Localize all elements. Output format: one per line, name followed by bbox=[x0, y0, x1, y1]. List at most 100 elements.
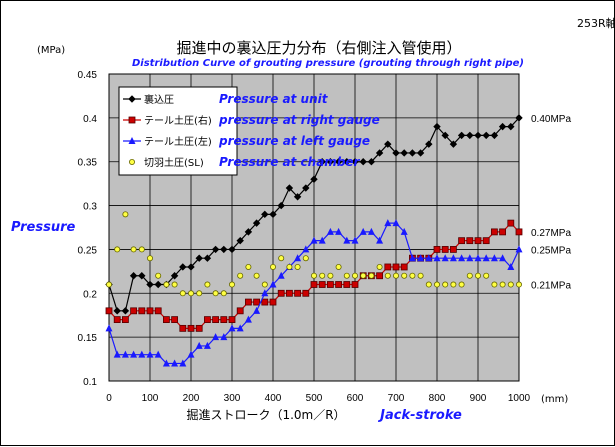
data-point bbox=[400, 149, 408, 157]
data-point bbox=[400, 263, 408, 271]
data-point bbox=[228, 281, 235, 288]
data-point bbox=[408, 149, 417, 157]
data-point bbox=[392, 149, 400, 157]
data-point bbox=[253, 298, 261, 306]
data-point bbox=[343, 236, 351, 244]
data-point bbox=[204, 281, 211, 288]
data-point bbox=[326, 158, 335, 166]
data-point bbox=[195, 341, 203, 349]
data-point bbox=[516, 281, 523, 288]
data-point bbox=[326, 281, 334, 288]
legend-label-en: Pressure at unit bbox=[219, 92, 329, 106]
data-point bbox=[220, 316, 228, 324]
y-tick-label: 0.4 bbox=[83, 114, 97, 125]
chart-title: 掘進中の裏込圧力分布（右側注入管使用） bbox=[176, 39, 461, 57]
legend-label-en: pressure at left gauge bbox=[218, 134, 370, 148]
data-point bbox=[302, 184, 310, 192]
data-point bbox=[106, 281, 113, 288]
data-point bbox=[490, 131, 499, 140]
legend-box bbox=[118, 86, 238, 176]
data-point bbox=[128, 137, 136, 144]
data-point bbox=[269, 280, 277, 288]
y-tick-label: 0.3 bbox=[83, 202, 97, 213]
data-point bbox=[433, 281, 440, 288]
data-point bbox=[228, 324, 236, 332]
data-point bbox=[203, 316, 211, 324]
data-point bbox=[302, 245, 310, 253]
data-point bbox=[335, 263, 342, 270]
data-point bbox=[360, 272, 367, 279]
y-tick-label: 0.1 bbox=[83, 377, 97, 388]
data-point bbox=[327, 272, 334, 279]
data-point bbox=[425, 140, 433, 148]
data-point bbox=[277, 271, 285, 279]
data-point bbox=[237, 272, 244, 279]
x-tick-label: 600 bbox=[347, 393, 364, 404]
data-point bbox=[334, 158, 343, 166]
series-end-label: 0.40MPa bbox=[531, 114, 571, 125]
data-point bbox=[277, 201, 285, 210]
y-tick-label: 0.2 bbox=[83, 289, 97, 300]
data-point bbox=[244, 315, 252, 323]
data-point bbox=[499, 228, 507, 236]
data-point bbox=[302, 255, 309, 262]
legend-item: 切羽土圧(SL) Pressure at chamber bbox=[128, 155, 361, 169]
data-point bbox=[507, 262, 515, 270]
data-point bbox=[384, 272, 391, 279]
data-point bbox=[154, 307, 162, 315]
data-point bbox=[318, 236, 326, 244]
data-point bbox=[499, 254, 507, 262]
data-point bbox=[196, 290, 203, 297]
data-point bbox=[474, 237, 482, 245]
data-point bbox=[458, 237, 466, 245]
data-point bbox=[351, 236, 359, 244]
plot-area: 0 100 200 300 400 500 600 700 800 900 1000 0.1 0.15 0… bbox=[78, 70, 572, 404]
series-end-label: 0.21MPa bbox=[531, 281, 571, 292]
data-point bbox=[515, 245, 523, 253]
data-point bbox=[335, 281, 343, 288]
data-point bbox=[466, 237, 474, 245]
data-point bbox=[442, 281, 449, 288]
x-tick-label: 700 bbox=[388, 393, 405, 404]
data-point bbox=[335, 227, 343, 235]
data-point bbox=[146, 280, 154, 289]
data-point bbox=[236, 307, 244, 315]
x-axis-label: 掘進ストローク（1.0m／R） bbox=[186, 407, 345, 422]
data-point bbox=[130, 350, 138, 358]
data-point bbox=[343, 281, 351, 288]
legend-item: テール土圧(左) pressure at left gauge bbox=[123, 134, 370, 148]
chart-subtitle: Distribution Curve of grouting pressure … bbox=[132, 58, 524, 69]
data-point bbox=[286, 263, 293, 270]
data-point bbox=[154, 350, 162, 358]
data-point bbox=[466, 131, 474, 140]
data-point bbox=[128, 158, 135, 165]
series-4 bbox=[106, 211, 523, 297]
data-point bbox=[490, 228, 498, 236]
data-point bbox=[466, 254, 474, 262]
data-point bbox=[113, 316, 121, 324]
data-point bbox=[105, 307, 113, 315]
data-point bbox=[130, 307, 138, 315]
y-axis-label: Pressure bbox=[11, 220, 75, 235]
data-point bbox=[220, 245, 228, 254]
data-point bbox=[138, 307, 146, 315]
series-end-label: 0.25MPa bbox=[531, 245, 571, 256]
data-point bbox=[269, 298, 277, 306]
data-point bbox=[253, 272, 260, 279]
data-point bbox=[458, 281, 465, 288]
data-point bbox=[179, 290, 186, 297]
data-point bbox=[490, 254, 498, 262]
x-tick-label: 0 bbox=[106, 393, 112, 404]
data-point bbox=[384, 219, 392, 227]
data-point bbox=[261, 210, 269, 219]
data-point bbox=[244, 228, 253, 236]
data-point bbox=[236, 236, 244, 245]
legend-item: 裏込圧 Pressure at unit bbox=[123, 92, 329, 106]
data-point bbox=[128, 116, 136, 124]
data-point bbox=[515, 114, 523, 122]
data-point bbox=[498, 122, 507, 131]
data-point bbox=[384, 263, 392, 271]
data-point bbox=[146, 350, 154, 358]
data-point bbox=[121, 350, 129, 358]
data-point bbox=[319, 272, 326, 279]
